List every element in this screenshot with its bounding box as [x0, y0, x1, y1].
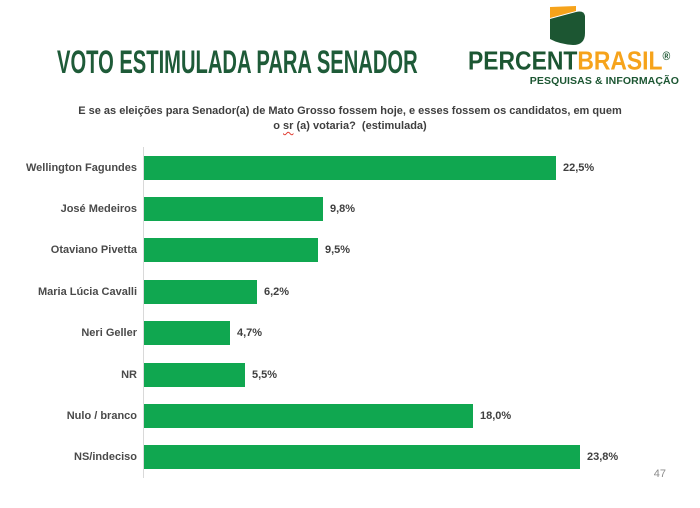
value-label: 9,8% [330, 203, 356, 216]
value-label: 5,5% [252, 368, 278, 381]
chart-row: Otaviano Pivetta 9,5% [0, 229, 700, 272]
bar-track: 23,8% [143, 436, 700, 479]
bar-track: 22,5% [143, 147, 700, 189]
category-label: Wellington Fagundes [25, 161, 137, 174]
category-label: NR [121, 368, 137, 381]
question-misspelled-word: sr [283, 120, 294, 132]
bar [144, 238, 318, 263]
percentbrasil-flag-icon [550, 6, 585, 45]
value-label: 9,5% [325, 244, 351, 257]
chart-row: Nulo / branco 18,0% [0, 395, 700, 437]
value-label: 6,2% [264, 285, 290, 298]
logo-text-brasil: BRASIL [577, 45, 663, 76]
page-title: VOTO ESTIMULADA PARA SENADOR [57, 44, 418, 80]
bar [144, 362, 245, 387]
chart-row: Maria Lúcia Cavalli 6,2% [0, 271, 700, 313]
bar-track: 5,5% [143, 353, 700, 396]
category-label: Otaviano Pivetta [50, 244, 137, 257]
category-label: José Medeiros [60, 203, 137, 216]
bar-track: 9,8% [143, 188, 700, 230]
bar [144, 404, 473, 429]
bar-track: 6,2% [143, 271, 700, 313]
question-line2-suffix: (a) votaria? (estimulada) [293, 120, 427, 132]
question-line2-prefix: o [273, 120, 284, 132]
chart-row: Neri Geller 4,7% [0, 312, 700, 354]
bar-chart: Wellington Fagundes 22,5% José Medeiros 9,8… [0, 147, 700, 479]
bar-track: 18,0% [143, 395, 700, 437]
registered-trademark-icon: ® [662, 49, 671, 63]
percentbrasil-logo: PERCENTBRASIL® PESQUISAS & INFORMAÇÃO [468, 6, 694, 87]
chart-row: NR 5,5% [0, 353, 700, 396]
logo-wordmark: PERCENTBRASIL® [468, 43, 670, 76]
logo-text-percent: PERCENT [468, 45, 578, 76]
question-line-2: o sr (a) votaria? (estimulada) [0, 119, 700, 134]
chart-row: José Medeiros 9,8% [0, 188, 700, 230]
question-line-1: E se as eleições para Senador(a) de Mato… [78, 105, 622, 117]
bar-track: 4,7% [143, 312, 700, 354]
chart-row: NS/indeciso 23,8% [0, 436, 700, 479]
chart-row: Wellington Fagundes 22,5% [0, 147, 700, 189]
value-label: 23,8% [587, 451, 619, 464]
logo-tagline: PESQUISAS & INFORMAÇÃO [529, 74, 679, 87]
bar [144, 445, 580, 470]
page-number: 47 [653, 468, 666, 480]
value-label: 22,5% [563, 161, 595, 174]
category-label: NS/indeciso [74, 451, 137, 464]
category-label: Nulo / branco [66, 410, 137, 423]
value-label: 4,7% [237, 327, 263, 340]
bar [144, 321, 230, 346]
category-label: Neri Geller [81, 327, 137, 340]
bar [144, 279, 257, 304]
value-label: 18,0% [480, 410, 512, 423]
survey-question: E se as eleições para Senador(a) de Mato… [0, 104, 700, 134]
category-label: Maria Lúcia Cavalli [37, 285, 137, 298]
bar [144, 155, 556, 180]
bar [144, 197, 323, 222]
bar-track: 9,5% [143, 229, 700, 272]
